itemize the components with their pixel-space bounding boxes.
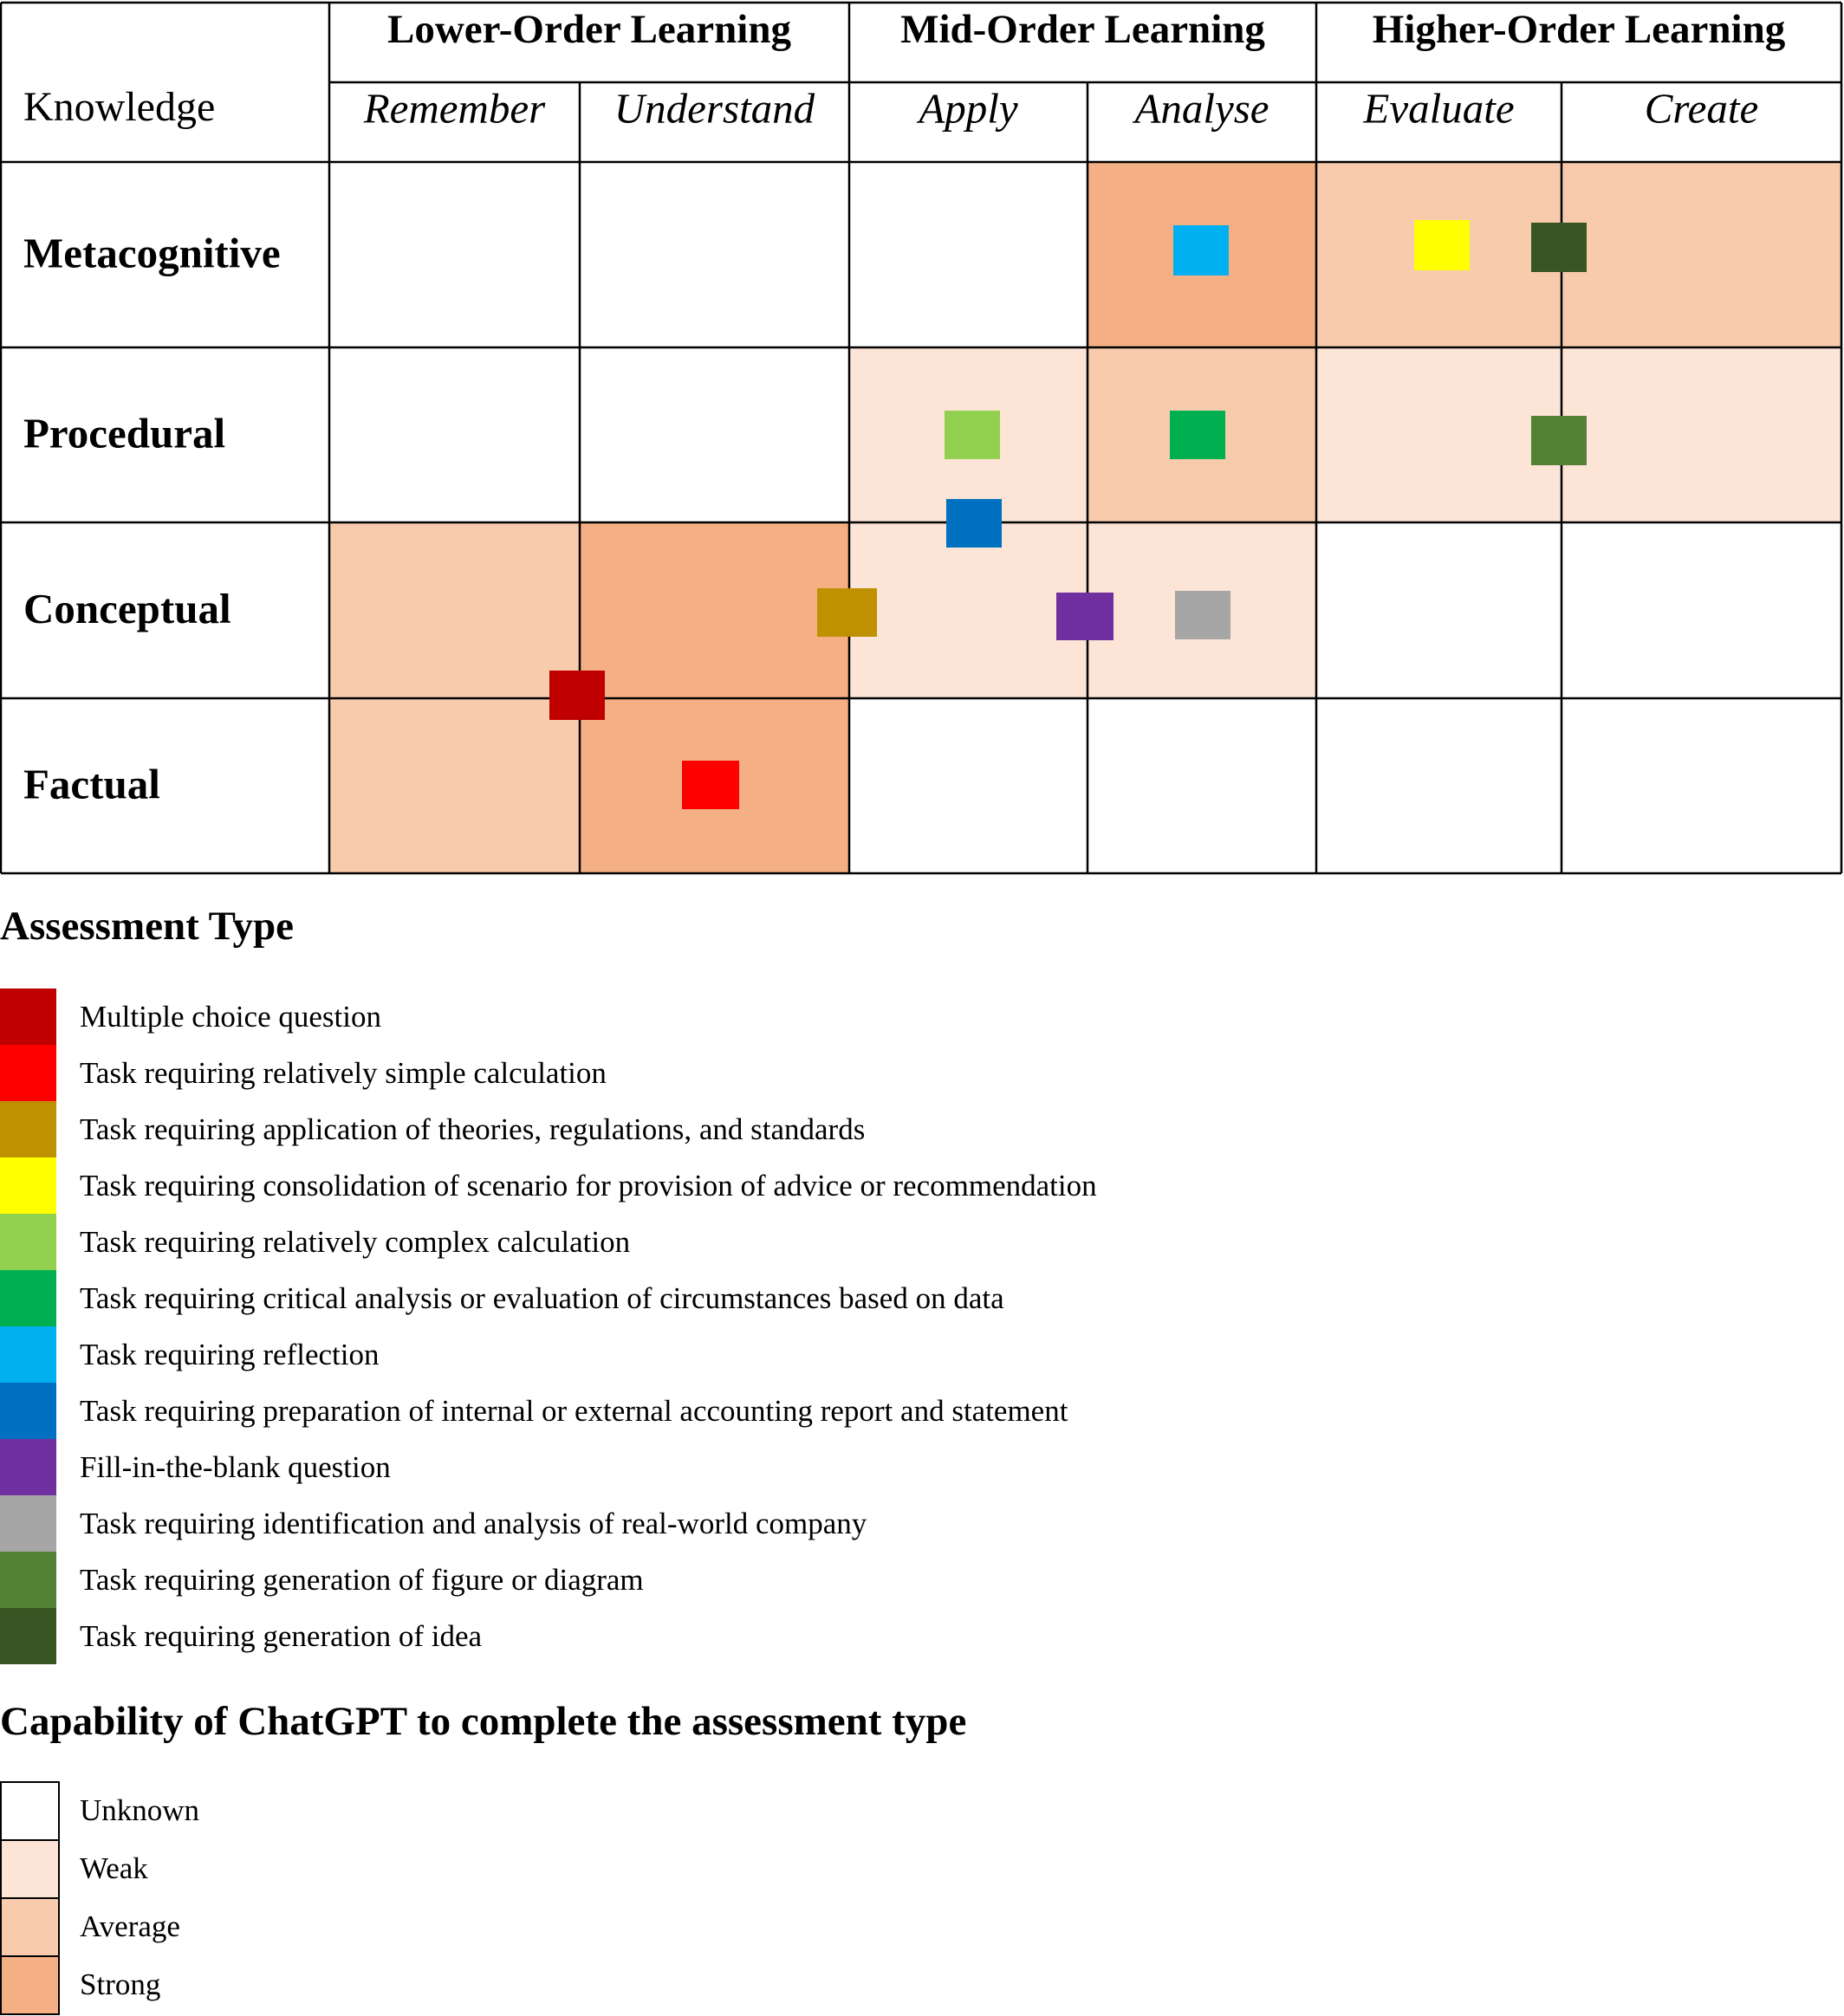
bloom-taxonomy-grid: Knowledge Lower-Order Learning Mid-Order L… [0, 1, 1843, 875]
cell-metacognitive-understand [580, 162, 849, 347]
assessment-swatch [0, 1101, 56, 1157]
group-header-higher-order-learning: Higher-Order Learning [1373, 7, 1786, 52]
capability-legend-item: Average [0, 1897, 693, 1955]
cell-metacognitive-apply [849, 162, 1088, 347]
assessment-swatch [0, 1214, 56, 1270]
capability-label: Unknown [80, 1793, 200, 1827]
capability-legend-item: Strong [0, 1955, 693, 2015]
cell-conceptual-apply [849, 522, 1088, 698]
assessment-label: Task requiring relatively simple calcula… [80, 1056, 607, 1090]
assessment-label: Task requiring identification and analys… [80, 1507, 867, 1540]
assessment-legend-item: Task requiring reflection [0, 1326, 1213, 1383]
capability-title: Capability of ChatGPT to complete the as… [0, 1699, 967, 1744]
knowledge-header: Knowledge [23, 84, 215, 130]
capability-label: Weak [80, 1851, 148, 1885]
cell-factual-apply [849, 698, 1088, 873]
assessment-legend-item: Task requiring generation of figure or d… [0, 1552, 1213, 1608]
assessment-swatch [0, 989, 56, 1045]
assessment-label: Task requiring generation of idea [80, 1619, 483, 1653]
row-label-conceptual: Conceptual [23, 585, 231, 632]
assessment-legend-item: Task requiring relatively complex calcul… [0, 1214, 1213, 1270]
assessment-legend-item: Fill-in-the-blank question [0, 1439, 1213, 1495]
column-header-analyse: Analyse [1132, 84, 1269, 132]
marker-task-requiring-consolidation-of-scenario-for-provision-of-ad [1414, 220, 1470, 270]
assessment-legend-item: Task requiring consolidation of scenario… [0, 1157, 1213, 1214]
assessment-label: Task requiring reflection [80, 1338, 380, 1371]
assessment-label: Task requiring application of theories, … [80, 1112, 866, 1146]
marker-task-requiring-reflection [1173, 225, 1229, 275]
cell-procedural-evaluate [1316, 347, 1562, 522]
column-header-remember: Remember [363, 84, 546, 132]
assessment-swatch [0, 1157, 56, 1214]
assessment-label: Fill-in-the-blank question [80, 1450, 391, 1484]
cell-factual-analyse [1088, 698, 1316, 873]
row-label-procedural: Procedural [23, 409, 225, 457]
column-header-apply: Apply [916, 84, 1018, 132]
assessment-label: Multiple choice question [80, 1000, 381, 1034]
marker-task-requiring-generation-of-idea [1531, 223, 1587, 272]
assessment-legend-item: Multiple choice question [0, 989, 1213, 1045]
marker-task-requiring-critical-analysis-or-evaluation-of-circumstan [1170, 411, 1225, 459]
marker-task-requiring-application-of-theories-regulations-and-stand [817, 588, 877, 637]
assessment-legend-item: Task requiring relatively simple calcula… [0, 1045, 1213, 1101]
assessment-label: Task requiring preparation of internal o… [80, 1394, 1068, 1428]
marker-fill-in-the-blank-question [1056, 593, 1114, 640]
marker-task-requiring-relatively-simple-calculation [682, 761, 739, 809]
assessment-legend-item: Task requiring identification and analys… [0, 1495, 1213, 1552]
row-label-metacognitive: Metacognitive [23, 229, 281, 276]
assessment-label: Task requiring consolidation of scenario… [80, 1169, 1097, 1202]
cell-factual-evaluate [1316, 698, 1562, 873]
capability-legend-item: Weak [0, 1839, 693, 1897]
column-header-create: Create [1645, 84, 1759, 132]
cell-conceptual-evaluate [1316, 522, 1562, 698]
assessment-legend-item: Task requiring critical analysis or eval… [0, 1270, 1213, 1326]
marker-task-requiring-generation-of-figure-or-diagram [1531, 416, 1587, 465]
assessment-legend-item: Task requiring preparation of internal o… [0, 1383, 1213, 1439]
assessment-swatch [0, 1552, 56, 1608]
assessment-label: Task requiring generation of figure or d… [80, 1563, 644, 1597]
assessment-type-title: Assessment Type [0, 904, 295, 949]
cell-conceptual-create [1562, 522, 1841, 698]
capability-swatch [0, 1781, 60, 1839]
cell-factual-remember [329, 698, 580, 873]
marker-task-requiring-preparation-of-internal-or-external-accountin [946, 499, 1002, 548]
cell-procedural-create [1562, 347, 1841, 522]
column-header-understand: Understand [614, 84, 815, 132]
cell-conceptual-understand [580, 522, 849, 698]
assessment-swatch [0, 1045, 56, 1101]
cell-procedural-remember [329, 347, 580, 522]
capability-swatch [0, 1897, 60, 1955]
assessment-label: Task requiring relatively complex calcul… [80, 1225, 631, 1259]
cell-metacognitive-remember [329, 162, 580, 347]
assessment-legend-item: Task requiring application of theories, … [0, 1101, 1213, 1157]
row-label-factual: Factual [23, 760, 160, 807]
assessment-swatch [0, 1439, 56, 1495]
capability-label: Average [80, 1909, 180, 1943]
cell-metacognitive-create [1562, 162, 1841, 347]
assessment-swatch [0, 1608, 56, 1664]
assessment-swatch [0, 1326, 56, 1383]
assessment-swatch [0, 1383, 56, 1439]
marker-multiple-choice-question [549, 671, 605, 720]
cell-conceptual-remember [329, 522, 580, 698]
group-header-lower-order-learning: Lower-Order Learning [387, 7, 792, 52]
capability-swatch [0, 1839, 60, 1897]
assessment-label: Task requiring critical analysis or eval… [80, 1281, 1004, 1315]
assessment-swatch [0, 1495, 56, 1552]
marker-task-requiring-identification-and-analysis-of-real-world-com [1175, 591, 1230, 639]
capability-legend-item: Unknown [0, 1781, 693, 1839]
capability-swatch [0, 1955, 60, 2015]
marker-task-requiring-relatively-complex-calculation [945, 411, 1000, 459]
cell-factual-create [1562, 698, 1841, 873]
assessment-swatch [0, 1270, 56, 1326]
column-header-evaluate: Evaluate [1362, 84, 1514, 132]
group-header-mid-order-learning: Mid-Order Learning [900, 7, 1265, 52]
cell-procedural-understand [580, 347, 849, 522]
capability-label: Strong [80, 1967, 161, 2001]
assessment-legend-item: Task requiring generation of idea [0, 1608, 1213, 1664]
